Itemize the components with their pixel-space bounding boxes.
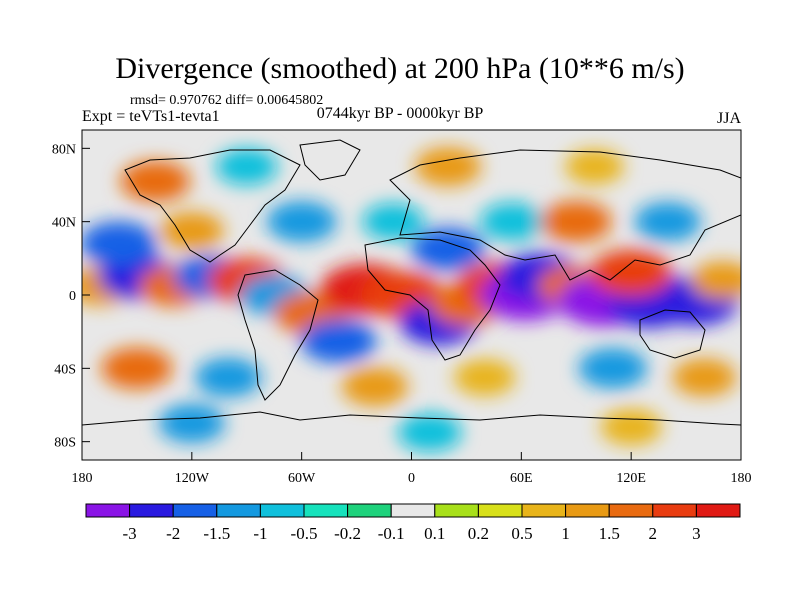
colorbar-swatch (652, 503, 697, 518)
colorbar-swatch (216, 503, 261, 518)
colorbar-label: 1.5 (599, 524, 620, 543)
colorbar-swatch (390, 503, 436, 518)
colorbar-label: -2 (166, 524, 180, 543)
field-cell (411, 227, 485, 271)
colorbar-swatch (434, 503, 479, 518)
field-cell (195, 357, 262, 398)
colorbar-label: -1.5 (203, 524, 230, 543)
field-cell (590, 249, 673, 297)
colorbar-swatch (347, 503, 392, 518)
coast-greenland (299, 139, 361, 181)
colorbar-swatch (303, 503, 349, 518)
colorbar-swatch (477, 503, 523, 518)
colorbar-swatch (521, 503, 567, 518)
colorbar-label: 2 (649, 524, 658, 543)
colorbar-label: 1 (561, 524, 570, 543)
colorbar-swatch (129, 503, 174, 518)
field-cell (480, 202, 545, 241)
field-cell (453, 359, 516, 396)
coast-australia (639, 309, 706, 359)
experiment-label: Expt = teVTs1-tevta1 (82, 108, 220, 125)
colorbar-label: 0.2 (468, 524, 489, 543)
x-tick-label: 120E (616, 471, 646, 486)
colorbar-label: 0.5 (511, 524, 532, 543)
field-cell (341, 367, 409, 407)
season-label: JJA (716, 110, 741, 127)
field-cell (690, 261, 741, 300)
field-cell (672, 358, 737, 397)
y-tick-label: 40S (54, 362, 76, 377)
colorbar-swatch (565, 503, 610, 518)
colorbar-swatch (85, 503, 131, 518)
coast-south-america (237, 269, 319, 401)
divergence-field (82, 147, 741, 452)
field-cell (300, 318, 377, 363)
field-cell (120, 160, 191, 202)
colorbar-label: -0.5 (291, 524, 318, 543)
field-cell (600, 408, 662, 446)
colorbar-label: -0.1 (378, 524, 405, 543)
y-tick-label: 80N (52, 142, 76, 157)
x-axis: 180 120W 60W 0 60E 120E 180 (72, 452, 752, 486)
x-tick-label: 0 (408, 471, 415, 486)
colorbar-swatch (608, 503, 654, 518)
colorbar-swatch (172, 503, 218, 518)
coast-eurasia (389, 149, 741, 281)
colorbar-label: -1 (253, 524, 267, 543)
field-cell (634, 202, 701, 242)
colorbar-swatch (695, 503, 741, 518)
stats-label: rmsd= 0.970762 diff= 0.00645802 (130, 93, 324, 108)
page-title: Divergence (smoothed) at 200 hPa (10**6 … (115, 52, 685, 85)
field-cell (540, 200, 612, 243)
x-tick-label: 180 (72, 471, 93, 486)
field-cell (266, 201, 337, 243)
coast-north-america (124, 149, 301, 263)
y-tick-label: 0 (69, 289, 76, 304)
field-cell (578, 348, 648, 389)
coastlines (82, 139, 741, 426)
x-tick-label: 120W (175, 471, 210, 486)
field-cell (82, 221, 157, 266)
field-cell (159, 211, 224, 250)
x-tick-label: 60W (288, 471, 316, 486)
y-tick-label: 80S (54, 436, 76, 451)
field-cell (215, 148, 278, 186)
colorbar: -3 -2 -1.5 -1 -0.5 -0.2 -0.1 0.1 0.2 0.5 1 1.5 2 3 (85, 503, 741, 543)
field-cell (101, 347, 173, 390)
x-tick-label: 60E (510, 471, 533, 486)
colorbar-label: -0.2 (334, 524, 361, 543)
field-cell (414, 147, 482, 187)
colorbar-label: -3 (123, 524, 137, 543)
field-cell (362, 203, 424, 241)
colorbar-swatch (259, 503, 305, 518)
colorbar-label: 0.1 (424, 524, 445, 543)
y-axis: 80N 40N 0 40S 80S (52, 142, 90, 451)
field-cell (158, 403, 226, 443)
field-cell (397, 413, 462, 452)
field-cell (564, 148, 625, 185)
y-tick-label: 40N (52, 216, 76, 231)
colorbar-label: 3 (692, 524, 701, 543)
coast-antarctica (82, 411, 741, 426)
x-tick-label: 180 (731, 471, 752, 486)
coast-africa (364, 237, 501, 361)
period-label: 0744kyr BP - 0000kyr BP (316, 105, 484, 122)
